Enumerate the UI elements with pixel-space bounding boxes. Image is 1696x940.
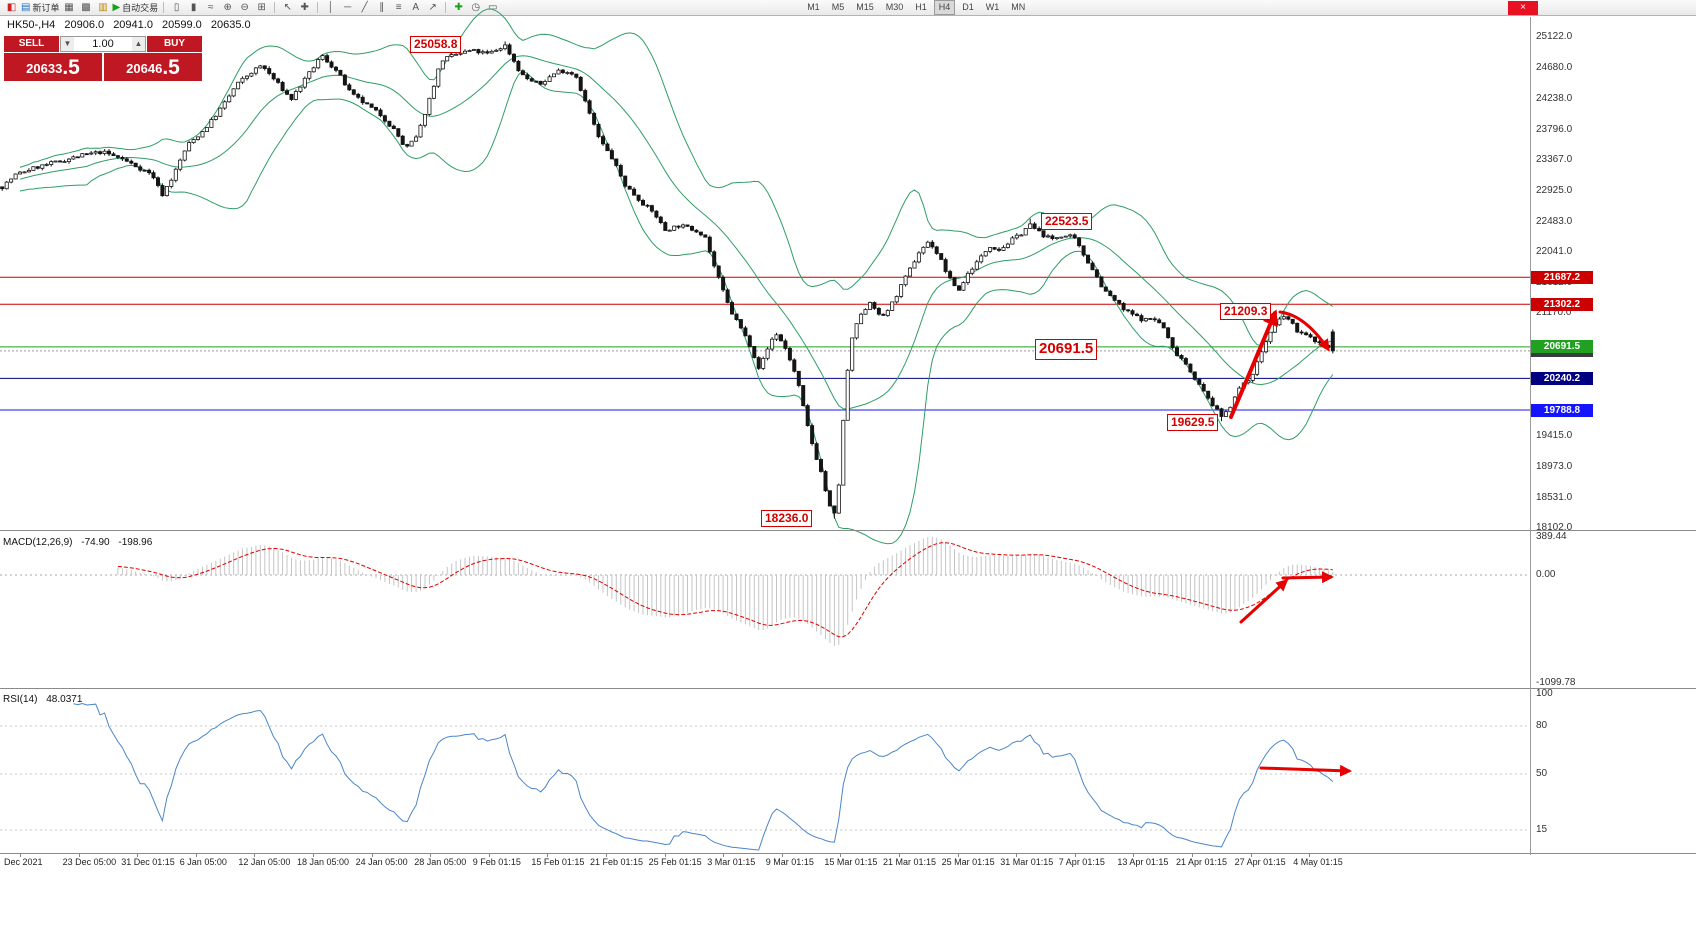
buy-button[interactable]: BUY — [147, 36, 202, 52]
open-value: 20906.0 — [64, 19, 105, 31]
one-click-trading-panel: SELL ▼ 1.00 ▲ BUY 20633 .5 20646 .5 — [4, 36, 202, 81]
macd-header: MACD(12,26,9) -74.90 -198.96 — [3, 537, 158, 548]
candlestick-series — [0, 41, 1335, 519]
lot-size-value[interactable]: 1.00 — [92, 38, 114, 50]
bollinger-bands — [19, 8, 1334, 545]
toolbar-separator — [163, 2, 165, 13]
timeframe-button-d1[interactable]: D1 — [962, 2, 974, 12]
timeframe-button-h4[interactable]: H4 — [933, 0, 956, 15]
toolbar: ◧ ▤ 新订单 ▦ ▩ ▥ ▶ 自动交易 ▯ ▮ ≈ ⊕ ⊖ ⊞ ↖ ✚ │ ─ ╱ ∥ ≡ A ↗ ✚ ◷ ▭ M1 M5 M15 M3… — [0, 0, 1696, 16]
connection-icon[interactable]: ◧ — [6, 1, 17, 13]
profiles-icon[interactable]: ▩ — [81, 1, 91, 13]
rsi-header: RSI(14) 48.0371 — [3, 694, 88, 705]
text-label-icon[interactable]: A — [412, 1, 420, 13]
sell-price-frac: .5 — [62, 56, 80, 79]
symbol-ohlc-header: HK50-,H4 20906.0 20941.0 20599.0 20635.0 — [7, 19, 257, 31]
rsi-value: 48.0371 — [46, 694, 83, 705]
close-button[interactable]: × — [1508, 1, 1538, 15]
panel-separator[interactable] — [0, 530, 1696, 531]
market-watch-icon[interactable]: ▥ — [98, 1, 108, 13]
sell-price-button[interactable]: 20633 .5 — [4, 53, 102, 81]
new-order-button[interactable]: ▤ 新订单 — [21, 1, 60, 13]
horizontal-line-icon[interactable]: ─ — [344, 1, 352, 13]
timeframe-button-m15[interactable]: M15 — [856, 2, 874, 12]
line-chart-icon[interactable]: ≈ — [207, 1, 214, 13]
equidistant-channel-icon[interactable]: ∥ — [379, 1, 385, 13]
toolbar-separator — [317, 2, 319, 13]
template-icon[interactable]: ▭ — [487, 1, 498, 13]
timeframe-button-m1[interactable]: M1 — [807, 2, 820, 12]
price-axis-separator — [1530, 17, 1531, 855]
cursor-icon[interactable]: ↖ — [283, 1, 292, 13]
macd-indicator — [0, 536, 1530, 646]
sell-price-int: 20633 — [26, 61, 63, 76]
panel-separator[interactable] — [0, 853, 1696, 854]
rsi-indicator — [0, 702, 1530, 851]
symbol-period-label: HK50-,H4 — [7, 19, 56, 31]
indicators-icon[interactable]: ✚ — [454, 1, 463, 13]
toolbar-separator — [445, 2, 447, 13]
trendline-icon[interactable]: ╱ — [361, 1, 368, 13]
bars-chart-icon[interactable]: ▯ — [173, 1, 180, 13]
lot-increase-button[interactable]: ▲ — [132, 37, 145, 51]
crosshair-icon[interactable]: ✚ — [300, 1, 309, 13]
trend-arrows[interactable] — [1229, 309, 1352, 777]
new-order-button-label: 新订单 — [32, 2, 60, 13]
zoom-in-icon[interactable]: ⊕ — [223, 1, 232, 13]
macd-label: MACD(12,26,9) — [3, 537, 73, 548]
buy-price-button[interactable]: 20646 .5 — [104, 53, 202, 81]
vertical-line-icon[interactable]: │ — [327, 1, 334, 13]
tile-windows-icon[interactable]: ⊞ — [257, 1, 266, 13]
lot-decrease-button[interactable]: ▼ — [61, 37, 74, 51]
toolbar-separator — [274, 2, 276, 13]
rsi-label: RSI(14) — [3, 694, 38, 705]
macd-value-2: -198.96 — [118, 537, 153, 548]
candles-chart-icon[interactable]: ▮ — [190, 1, 197, 13]
low-value: 20599.0 — [162, 19, 202, 31]
period-icon[interactable]: ◷ — [471, 1, 481, 13]
arrow-object-icon[interactable]: ↗ — [428, 1, 437, 13]
high-value: 20941.0 — [113, 19, 153, 31]
autotrade-button[interactable]: ▶ 自动交易 — [112, 1, 159, 13]
zoom-out-icon[interactable]: ⊖ — [240, 1, 249, 13]
lot-stepper[interactable]: ▼ 1.00 ▲ — [60, 36, 146, 52]
chart-window-icon[interactable]: ▦ — [64, 1, 74, 13]
sell-button[interactable]: SELL — [4, 36, 59, 52]
autotrade-button-label: 自动交易 — [122, 2, 159, 13]
fibonacci-icon[interactable]: ≡ — [395, 1, 402, 13]
panel-separator[interactable] — [0, 688, 1696, 689]
timeframe-button-m5[interactable]: M5 — [831, 2, 845, 12]
timeframe-button-m30[interactable]: M30 — [885, 2, 904, 12]
timeframe-button-h1[interactable]: H1 — [915, 2, 927, 12]
close-value: 20635.0 — [210, 19, 251, 31]
buy-price-frac: .5 — [162, 56, 180, 79]
timeframe-button-w1[interactable]: W1 — [985, 2, 1000, 12]
horizontal-level-lines[interactable] — [0, 276, 1530, 411]
macd-value-1: -74.90 — [81, 537, 110, 548]
buy-price-int: 20646 — [126, 61, 163, 76]
timeframe-button-mn[interactable]: MN — [1011, 2, 1026, 12]
